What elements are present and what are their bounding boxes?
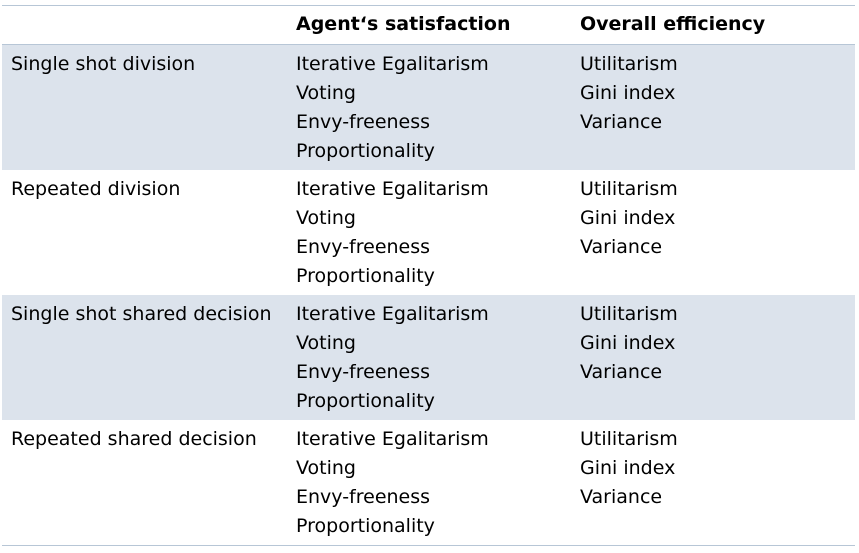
efficiency-item: Gini index: [580, 82, 676, 104]
satisfaction-cell: Iterative Egalitarism Voting Envy-freene…: [287, 170, 571, 294]
header-empty-cell: [2, 6, 287, 13]
efficiency-cell: Utilitarism Gini index Variance: [571, 420, 855, 515]
satisfaction-item: Proportionality: [296, 390, 435, 412]
table-header-row: Agent‘s satisfaction Overall efficiency: [2, 6, 855, 45]
satisfaction-item: Proportionality: [296, 515, 435, 537]
efficiency-item: Gini index: [580, 332, 676, 354]
satisfaction-item: Iterative Egalitarism: [296, 428, 489, 450]
table-row: Repeated division Iterative Egalitarism …: [2, 170, 855, 295]
efficiency-cell: Utilitarism Gini index Variance: [571, 45, 855, 140]
efficiency-cell: Utilitarism Gini index Variance: [571, 295, 855, 390]
satisfaction-item: Voting: [296, 332, 356, 354]
satisfaction-item: Iterative Egalitarism: [296, 53, 489, 75]
efficiency-item: Variance: [580, 111, 663, 133]
satisfaction-cell: Iterative Egalitarism Voting Envy-freene…: [287, 420, 571, 544]
satisfaction-item: Iterative Egalitarism: [296, 303, 489, 325]
satisfaction-item: Envy-freeness: [296, 361, 431, 383]
header-agents-satisfaction: Agent‘s satisfaction: [296, 13, 511, 35]
comparison-table: Agent‘s satisfaction Overall efficiency …: [2, 5, 855, 546]
satisfaction-item: Voting: [296, 457, 356, 479]
efficiency-item: Utilitarism: [580, 178, 678, 200]
table-row: Single shot shared decision Iterative Eg…: [2, 295, 855, 420]
header-overall-efficiency: Overall efficiency: [580, 13, 766, 35]
satisfaction-item: Iterative Egalitarism: [296, 178, 489, 200]
table-row: Single shot division Iterative Egalitari…: [2, 45, 855, 170]
satisfaction-item: Envy-freeness: [296, 486, 431, 508]
satisfaction-item: Voting: [296, 207, 356, 229]
row-label: Repeated division: [11, 178, 181, 200]
table-row: Repeated shared decision Iterative Egali…: [2, 420, 855, 545]
efficiency-item: Gini index: [580, 207, 676, 229]
satisfaction-item: Voting: [296, 82, 356, 104]
efficiency-item: Variance: [580, 361, 663, 383]
satisfaction-item: Envy-freeness: [296, 236, 431, 258]
row-label: Single shot division: [11, 53, 196, 75]
row-label: Repeated shared decision: [11, 428, 257, 450]
efficiency-item: Utilitarism: [580, 53, 678, 75]
satisfaction-item: Proportionality: [296, 140, 435, 162]
efficiency-item: Variance: [580, 236, 663, 258]
efficiency-item: Utilitarism: [580, 303, 678, 325]
satisfaction-item: Proportionality: [296, 265, 435, 287]
efficiency-cell: Utilitarism Gini index Variance: [571, 170, 855, 265]
row-label: Single shot shared decision: [11, 303, 272, 325]
satisfaction-item: Envy-freeness: [296, 111, 431, 133]
satisfaction-cell: Iterative Egalitarism Voting Envy-freene…: [287, 295, 571, 419]
efficiency-item: Gini index: [580, 457, 676, 479]
efficiency-item: Variance: [580, 486, 663, 508]
efficiency-item: Utilitarism: [580, 428, 678, 450]
satisfaction-cell: Iterative Egalitarism Voting Envy-freene…: [287, 45, 571, 169]
